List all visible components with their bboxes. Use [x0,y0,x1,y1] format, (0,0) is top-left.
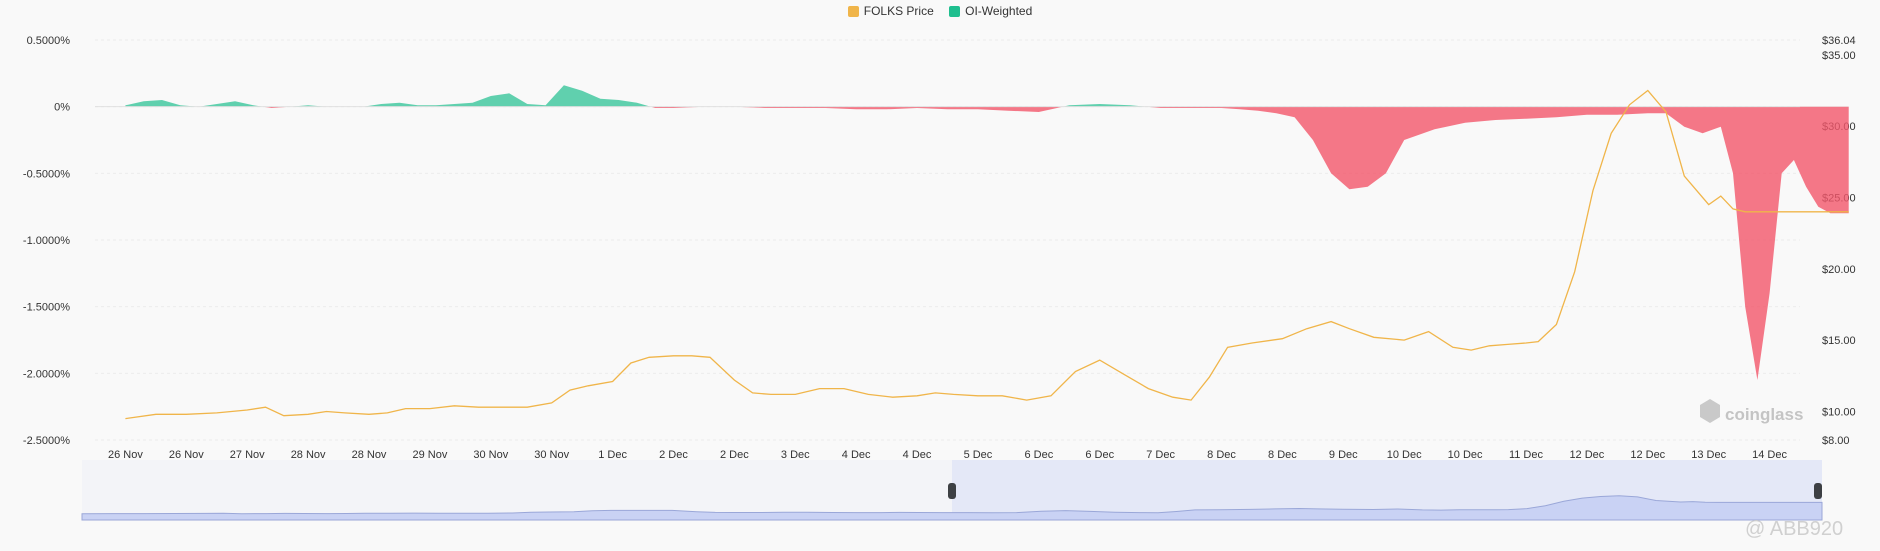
y-left-tick-label: 0.5000% [27,35,71,47]
x-tick-label: 4 Dec [842,449,871,461]
coinglass-watermark: coinglass [1725,405,1803,424]
chart-legend: FOLKS Price OI-Weighted [0,4,1880,20]
legend-swatch-price [847,5,859,17]
x-tick-label: 10 Dec [1387,449,1422,461]
y-right-tick-label: $10.00 [1822,406,1856,418]
y-left-tick-label: 0% [54,102,70,114]
legend-item-oi[interactable]: OI-Weighted [949,4,1032,18]
x-tick-label: 28 Nov [291,449,326,461]
coinglass-logo-icon [1700,399,1720,423]
x-tick-label: 11 Dec [1509,449,1544,461]
legend-item-price[interactable]: FOLKS Price [847,4,934,18]
x-tick-label: 30 Nov [473,449,508,461]
navigator-left-handle[interactable] [948,483,956,499]
y-left-tick-label: -1.0000% [23,235,70,247]
y-right-tick-label: $20.00 [1822,264,1856,276]
x-tick-label: 8 Dec [1268,449,1297,461]
x-tick-label: 5 Dec [964,449,993,461]
x-tick-label: 1 Dec [598,449,627,461]
x-tick-label: 12 Dec [1569,449,1604,461]
x-tick-label: 3 Dec [781,449,810,461]
x-tick-label: 26 Nov [169,449,204,461]
legend-label-price: FOLKS Price [863,4,934,18]
y-left-tick-label: -0.5000% [23,168,70,180]
x-tick-label: 8 Dec [1207,449,1236,461]
folks-price-line [125,89,1849,420]
oi-weighted-positive-area [125,85,1146,107]
x-tick-label: 28 Nov [352,449,387,461]
x-tick-label: 29 Nov [412,449,447,461]
y-left-tick-label: -1.5000% [23,302,70,314]
x-tick-label: 9 Dec [1329,449,1358,461]
y-left-tick-label: -2.0000% [23,368,70,380]
x-tick-label: 12 Dec [1630,449,1665,461]
x-tick-label: 4 Dec [903,449,932,461]
x-tick-label: 2 Dec [659,449,688,461]
x-tick-label: 27 Nov [230,449,265,461]
x-tick-label: 6 Dec [1085,449,1114,461]
y-left-tick-label: -2.5000% [23,435,70,447]
y-right-tick-label: $36.04 [1822,35,1856,47]
navigator-right-handle[interactable] [1814,483,1822,499]
oi-weighted-negative-area [125,106,1849,380]
y-right-tick-label: $8.00 [1822,435,1850,447]
user-handle-watermark: @ ABB920 [1745,518,1843,540]
x-tick-label: 10 Dec [1448,449,1483,461]
legend-label-oi: OI-Weighted [965,4,1033,18]
legend-swatch-oi [949,5,961,17]
x-tick-label: 6 Dec [1024,449,1053,461]
x-tick-label: 13 Dec [1691,449,1726,461]
x-tick-label: 26 Nov [108,449,143,461]
x-tick-label: 7 Dec [1146,449,1175,461]
y-right-tick-label: $15.00 [1822,335,1856,347]
y-right-tick-label: $35.00 [1822,50,1856,62]
navigator-series-area [81,495,1823,521]
x-tick-label: 30 Nov [534,449,569,461]
x-tick-label: 14 Dec [1752,449,1787,461]
x-tick-label: 2 Dec [720,449,749,461]
